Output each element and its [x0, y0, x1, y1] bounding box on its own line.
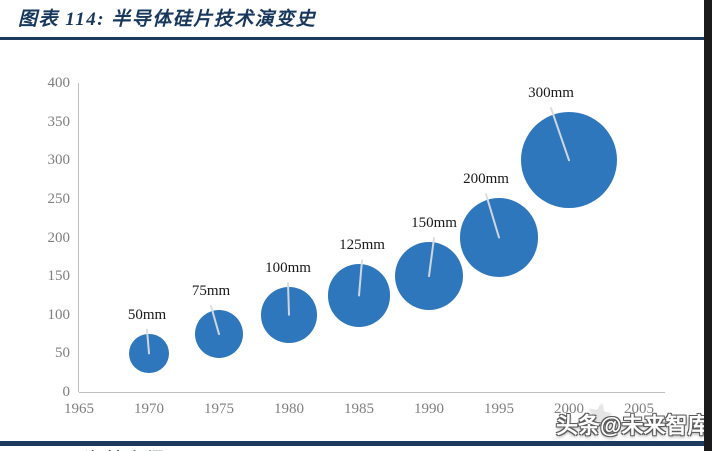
x-tick-1985: 1985	[344, 401, 374, 417]
bubble-label-300mm: 300mm	[528, 85, 574, 102]
x-tick-2005: 2005	[624, 401, 654, 417]
y-tick-150: 150	[47, 268, 71, 285]
right-edge-strip	[704, 0, 712, 451]
bubble-label-100mm: 100mm	[265, 259, 311, 276]
y-tick-300: 300	[47, 152, 71, 169]
y-tick-0: 0	[62, 384, 71, 400]
bubble-label-125mm: 125mm	[339, 237, 385, 254]
bubble-150mm	[394, 242, 464, 311]
y-tick-200: 200	[47, 229, 71, 246]
watermark-text: 头条@未来智库	[556, 413, 710, 438]
x-tick-2000: 2000	[554, 401, 584, 417]
x-tick-1980: 1980	[274, 401, 304, 417]
x-tick-1965: 1965	[64, 401, 94, 417]
watermark: ★ 头条@未来智库	[556, 396, 712, 438]
x-tick-1970: 1970	[134, 401, 164, 417]
y-tick-250: 250	[47, 190, 71, 207]
y-tick-350: 350	[47, 113, 71, 130]
bubble-125mm	[327, 264, 391, 327]
x-tick-1975: 1975	[204, 401, 234, 417]
bubble-75mm	[194, 309, 244, 359]
bubble-label-150mm: 150mm	[411, 215, 457, 232]
x-axis-line	[79, 392, 665, 393]
y-tick-100: 100	[47, 306, 71, 323]
bubble-label-75mm: 75mm	[191, 282, 231, 299]
y-tick-400: 400	[47, 75, 71, 91]
bubble-300mm	[520, 112, 618, 209]
bubble-200mm	[459, 198, 539, 277]
bottom-divider-rule	[0, 441, 704, 446]
y-tick-50: 50	[55, 345, 70, 362]
figure-title: 图表 114: 半导体硅片技术演变史	[18, 9, 317, 30]
x-tick-1990: 1990	[414, 401, 444, 417]
bubble-label-50mm: 50mm	[127, 306, 167, 323]
bubble-50mm	[129, 333, 169, 374]
y-axis-line	[78, 83, 79, 392]
bubble-100mm	[261, 286, 317, 343]
bubble-label-200mm: 200mm	[463, 171, 509, 188]
x-tick-1995: 1995	[484, 401, 514, 417]
clipped-source-text: 资料来源：……	[85, 447, 232, 451]
title-divider-rule	[0, 37, 704, 40]
